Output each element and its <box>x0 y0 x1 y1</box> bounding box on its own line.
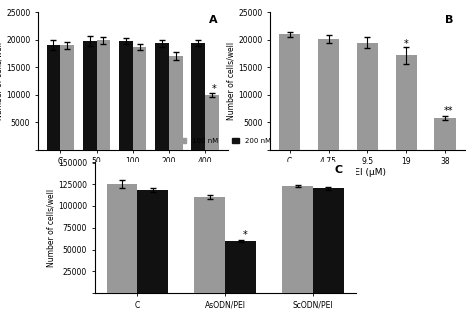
Bar <box>83 41 97 150</box>
Bar <box>107 184 137 293</box>
Bar <box>356 43 378 150</box>
Y-axis label: Number of cells/well: Number of cells/well <box>0 42 3 120</box>
Legend: 100 nM, 200 nM: 100 nM, 200 nM <box>178 137 272 146</box>
Bar <box>137 190 168 293</box>
X-axis label: PEI (μM): PEI (μM) <box>349 168 386 177</box>
Bar <box>434 118 456 150</box>
Bar <box>46 46 60 150</box>
Text: B: B <box>445 16 454 26</box>
Bar <box>313 188 344 293</box>
Bar <box>395 55 417 150</box>
Bar <box>97 41 110 150</box>
Y-axis label: Number of cells/well: Number of cells/well <box>46 189 55 267</box>
Text: A: A <box>209 16 217 26</box>
Bar <box>155 43 169 150</box>
Bar <box>194 197 225 293</box>
Bar <box>169 56 182 150</box>
Bar <box>191 43 205 150</box>
Bar <box>133 47 146 150</box>
Bar <box>225 241 256 293</box>
Bar <box>279 34 301 150</box>
Text: **: ** <box>444 105 454 115</box>
Bar <box>205 95 219 150</box>
X-axis label: ODN (nM): ODN (nM) <box>111 168 155 177</box>
Bar <box>318 39 339 150</box>
Text: *: * <box>404 39 409 49</box>
Text: *: * <box>243 230 247 240</box>
Bar <box>119 41 133 150</box>
Text: *: * <box>211 84 216 94</box>
Y-axis label: Number of cells/well: Number of cells/well <box>227 42 236 120</box>
Bar <box>60 46 74 150</box>
Bar <box>282 186 313 293</box>
Text: C: C <box>335 165 343 175</box>
